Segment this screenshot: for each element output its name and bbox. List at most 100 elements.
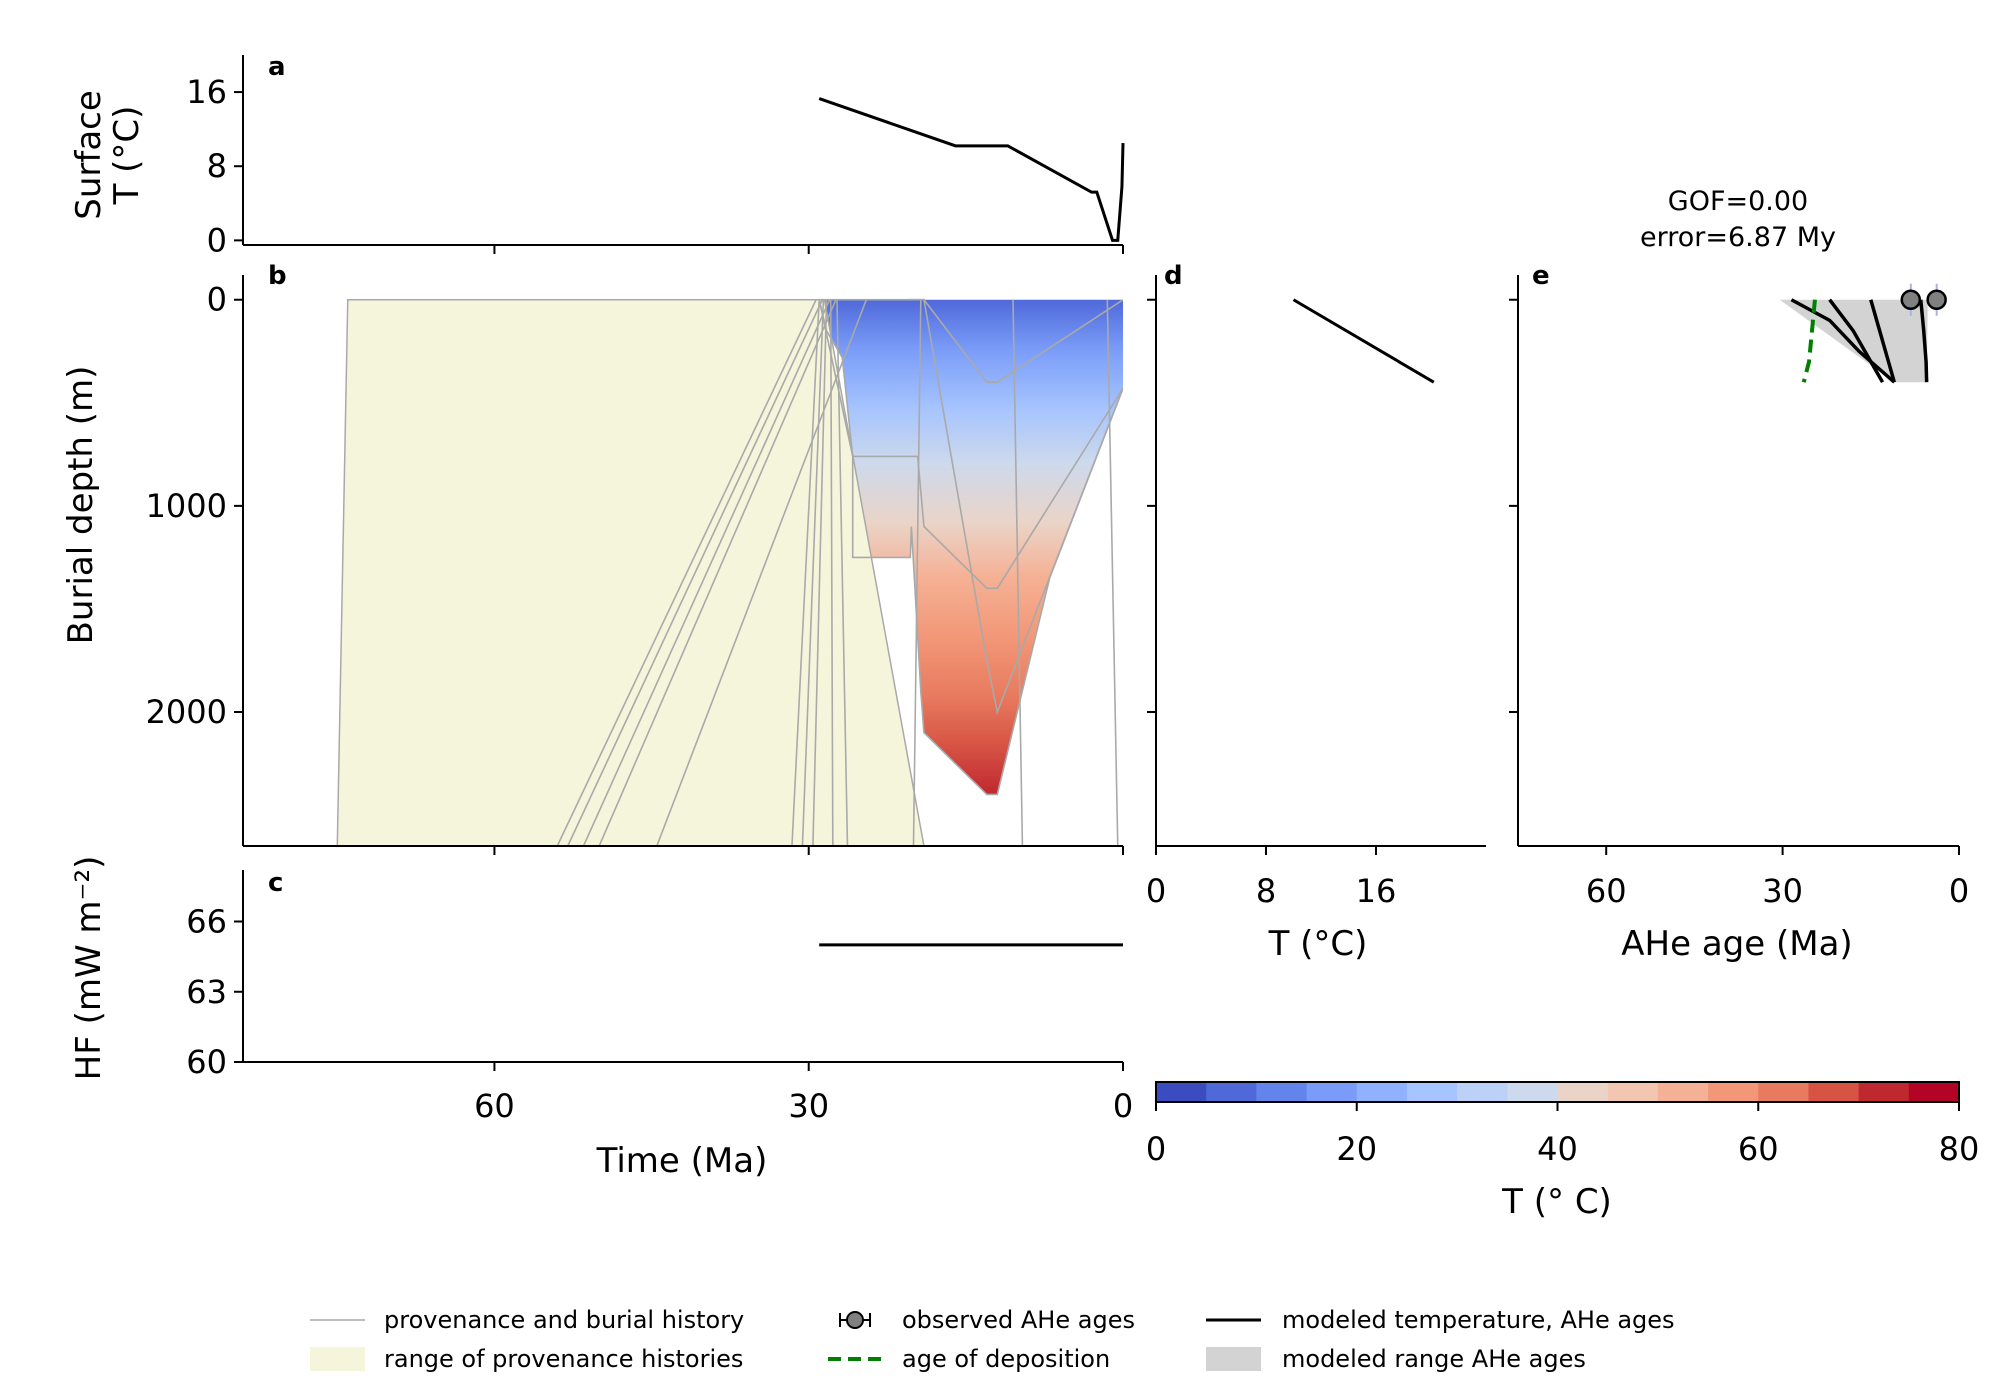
colorbar-tick-label: 60 — [1738, 1130, 1779, 1168]
colorbar-block — [1256, 1082, 1308, 1102]
panel-e-xlabel: AHe age (Ma) — [1621, 924, 1852, 964]
panel-e-letter: e — [1532, 261, 1550, 291]
panel-a-axes — [242, 55, 1123, 246]
colorbar-tick-label: 0 — [1146, 1130, 1166, 1168]
panel-d-temperature-depth: 0 8 16 d T (°C) — [1146, 261, 1486, 964]
panel-e-xtick-label: 30 — [1762, 872, 1803, 910]
panel-e-modeled-ages — [1790, 298, 1929, 384]
panel-a-surface-temp-line — [818, 97, 1125, 242]
colorbar-tick-label: 40 — [1537, 1130, 1578, 1168]
panel-d-xlabel: T (°C) — [1268, 924, 1368, 964]
panel-b-burial-line — [829, 299, 834, 846]
colorbar-block — [1507, 1082, 1558, 1102]
panel-c-heat-flow: 60 63 66 60 30 0 c HF (mW m⁻²) Time (Ma) — [69, 856, 1133, 1181]
panel-b-burial-line — [582, 299, 831, 846]
panel-c-axes — [242, 870, 1123, 1063]
legend-label-observed: observed AHe ages — [902, 1306, 1135, 1334]
legend-swatch-observed — [839, 1311, 871, 1329]
panel-b-ytick-label: 1000 — [146, 487, 227, 525]
panel-a-surface-temperature: 0 8 16 a Surface T (°C) — [69, 52, 1125, 259]
panel-b-burial-line — [556, 299, 817, 846]
panel-b-burial-line — [1106, 299, 1119, 846]
colorbar-block — [1206, 1082, 1257, 1102]
legend-label-model: modeled temperature, AHe ages — [1282, 1306, 1675, 1334]
legend-label-provenance: range of provenance histories — [384, 1345, 743, 1373]
legend-label-burial: provenance and burial history — [384, 1306, 744, 1334]
colorbar-block — [1406, 1082, 1458, 1102]
panel-b-burial-line — [801, 299, 825, 846]
panel-e-model-line — [1869, 299, 1897, 383]
colorbar-block — [1306, 1082, 1358, 1102]
panel-e-xtick-label: 0 — [1949, 872, 1969, 910]
panel-b-temperature-wedge — [819, 299, 1123, 795]
panel-e-title-error: error=6.87 My — [1640, 222, 1836, 253]
panel-c-letter: c — [268, 868, 283, 898]
panel-b-letter: b — [268, 261, 287, 291]
panel-d-axes — [1155, 275, 1486, 847]
panel-c-ytick-label: 66 — [186, 903, 227, 941]
colorbar-block — [1858, 1082, 1910, 1102]
colorbar-block — [1657, 1082, 1709, 1102]
panel-b-burial-depth: 0 1000 2000 b Burial depth (m) — [61, 261, 1124, 855]
colorbar-block — [1758, 1082, 1809, 1102]
legend: provenance and burial history range of p… — [310, 1306, 1675, 1373]
panel-e-model-line — [1828, 298, 1885, 384]
panel-b-burial-line — [791, 299, 820, 846]
panel-b-burial-line — [818, 299, 1123, 796]
panel-b-temperature-field — [819, 299, 1123, 795]
legend-label-deposition: age of deposition — [902, 1345, 1110, 1373]
panel-e-ticks: 60 30 0 — [1509, 298, 1969, 910]
panel-d-letter: d — [1164, 261, 1183, 291]
panel-e-deposition-line — [1801, 299, 1817, 383]
panel-b-burial-line — [812, 299, 828, 846]
colorbar-tick-label: 20 — [1336, 1130, 1377, 1168]
panel-b-burial-line — [598, 299, 837, 846]
panel-a-ytick-label: 16 — [186, 73, 227, 111]
panel-d-xtick-label: 8 — [1256, 872, 1276, 910]
panel-b-burial-line — [912, 299, 922, 846]
panel-e-model-line — [1919, 299, 1929, 383]
legend-label-range: modeled range AHe ages — [1282, 1345, 1586, 1373]
colorbar-block — [1557, 1082, 1609, 1102]
panel-c-ytick-label: 63 — [186, 973, 227, 1011]
panel-b-ytick-label: 0 — [207, 281, 227, 319]
colorbar-tick-label: 80 — [1939, 1130, 1980, 1168]
panel-d-ticks: 0 8 16 — [1146, 298, 1397, 910]
colorbar-block — [1607, 1082, 1659, 1102]
panel-d-xtick-label: 16 — [1356, 872, 1397, 910]
colorbar-block — [1156, 1082, 1207, 1102]
legend-swatch-model-range — [1206, 1347, 1261, 1371]
panel-b-ticks: 0 1000 2000 — [146, 281, 1124, 855]
panel-a-ticks: 0 8 16 — [186, 73, 1124, 259]
panel-e-modeled-range — [1779, 299, 1928, 383]
panel-e-model-line — [1790, 298, 1896, 384]
panel-b-ytick-label: 2000 — [146, 693, 227, 731]
panel-b-burial-line — [818, 299, 1123, 590]
panel-e-ahe-ages: 60 30 0 e GOF=0.00 error=6.87 My AHe age (… — [1509, 186, 1969, 964]
panel-c-ticks: 60 63 66 60 30 0 — [186, 903, 1133, 1125]
panel-d-temp-line — [1292, 298, 1435, 384]
colorbar-ticks: 0 20 40 60 80 — [1146, 1102, 1980, 1168]
panel-a-ytick-label: 0 — [207, 221, 227, 259]
panel-e-range-patch — [1779, 299, 1928, 383]
panel-e-observed-point — [1926, 289, 1947, 310]
colorbar-block — [1457, 1082, 1508, 1102]
colorbar-block — [1808, 1082, 1860, 1102]
panel-e-observed-ages — [1900, 283, 1947, 316]
panel-b-axes — [242, 275, 1123, 847]
panel-c-xtick-label: 60 — [474, 1087, 515, 1125]
colorbar-blocks — [1156, 1082, 1960, 1102]
panel-c-xlabel: Time (Ma) — [596, 1141, 768, 1181]
panel-e-observed-point — [1900, 289, 1922, 310]
panel-e-deposition-age — [1801, 299, 1817, 383]
colorbar-block — [1708, 1082, 1759, 1102]
panel-a-letter: a — [268, 52, 286, 82]
panel-b-burial-histories — [556, 298, 1123, 846]
panel-a-series — [818, 97, 1125, 242]
panel-a-ylabel-line2: T (°C) — [107, 106, 147, 206]
colorbar-label: T (° C) — [1501, 1182, 1612, 1222]
panel-b-burial-line — [567, 299, 824, 846]
panel-c-ylabel: HF (mW m⁻²) — [69, 856, 109, 1081]
panel-b-burial-line — [836, 299, 849, 846]
